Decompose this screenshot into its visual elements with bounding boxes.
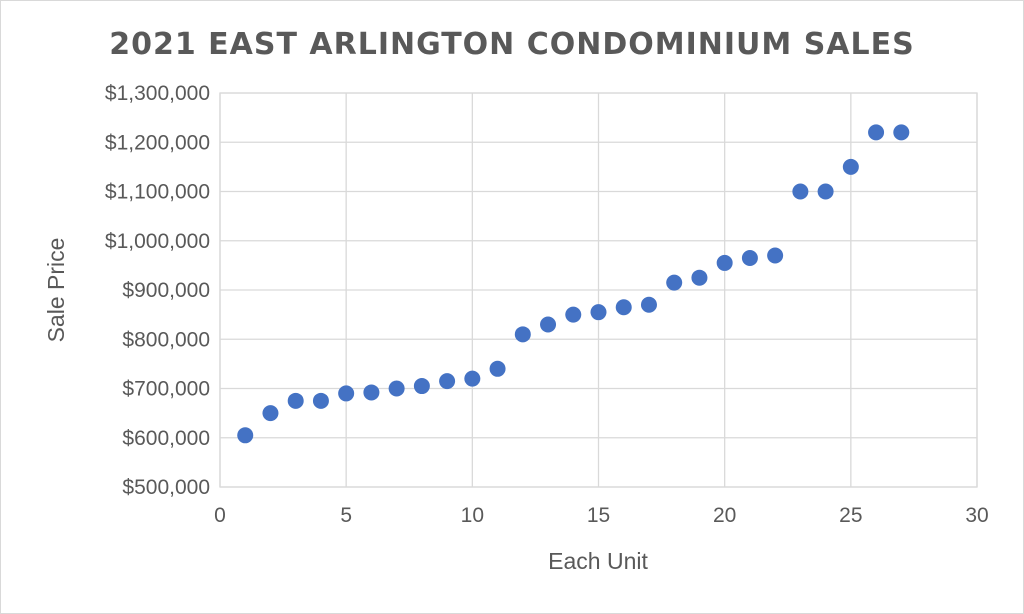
y-axis-ticks: $500,000 $600,000 $700,000 $800,000 $900,000… — [105, 82, 210, 499]
x-tick-label: 0 — [214, 504, 226, 527]
x-tick-label: 20 — [713, 504, 736, 527]
plot-area — [219, 92, 978, 488]
data-point — [893, 124, 910, 141]
data-point — [842, 158, 859, 175]
data-point — [716, 254, 733, 271]
data-points — [237, 124, 910, 444]
y-tick-label: $600,000 — [122, 427, 210, 450]
chart-title: 2021 EAST ARLINGTON CONDOMINIUM SALES — [109, 27, 915, 62]
y-tick-label: $1,300,000 — [105, 82, 210, 105]
data-point — [565, 306, 582, 323]
y-tick-label: $1,200,000 — [105, 131, 210, 154]
data-point — [464, 370, 481, 387]
data-point — [666, 274, 683, 291]
data-point — [439, 373, 456, 390]
data-point — [388, 380, 405, 397]
x-tick-label: 30 — [965, 504, 988, 527]
data-point — [312, 392, 329, 409]
data-point — [413, 378, 430, 395]
data-point — [287, 392, 304, 409]
x-tick-label: 15 — [587, 504, 610, 527]
data-point — [262, 405, 279, 422]
data-point — [590, 304, 607, 321]
data-point — [514, 326, 531, 343]
x-axis-label: Each Unit — [548, 548, 648, 574]
data-point — [868, 124, 885, 141]
data-point — [237, 427, 254, 444]
data-point — [615, 299, 632, 316]
data-point — [691, 269, 708, 286]
data-point — [792, 183, 809, 200]
y-tick-label: $900,000 — [122, 279, 210, 302]
y-tick-label: $1,100,000 — [105, 181, 210, 204]
data-point — [767, 247, 784, 264]
x-tick-label: 5 — [340, 504, 352, 527]
y-axis-label: Sale Price — [43, 238, 69, 343]
data-point — [640, 296, 657, 313]
y-tick-label: $1,000,000 — [105, 230, 210, 253]
data-point — [363, 384, 380, 401]
data-point — [338, 385, 355, 402]
data-point — [741, 249, 758, 266]
y-tick-label: $500,000 — [122, 476, 210, 499]
data-point — [817, 183, 834, 200]
data-point — [489, 360, 506, 377]
x-tick-label: 10 — [461, 504, 484, 527]
y-tick-label: $800,000 — [122, 328, 210, 351]
y-tick-label: $700,000 — [122, 378, 210, 401]
gridlines — [219, 92, 978, 488]
data-point — [540, 316, 557, 333]
x-tick-label: 25 — [839, 504, 862, 527]
x-axis-ticks: 0 5 10 15 20 25 30 — [214, 504, 989, 527]
